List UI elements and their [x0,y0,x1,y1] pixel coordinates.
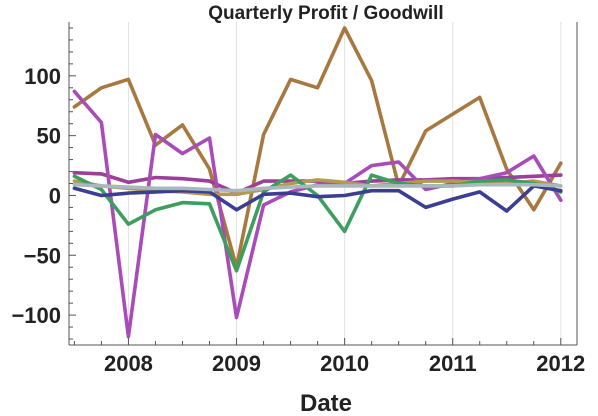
x-tick-label: 2008 [104,351,153,376]
axis-ticks: 2008 2009 2010 2011 2012 −100 −50 0 50 100 [11,27,585,376]
x-tick-label: 2010 [320,351,369,376]
x-tick-label: 2012 [536,351,585,376]
y-tick-label: −50 [24,243,61,268]
y-tick-label: 100 [24,64,61,89]
x-tick-label: 2011 [429,351,477,376]
chart-title: Quarterly Profit / Goodwill [208,3,443,24]
y-tick-label: −100 [11,303,61,328]
y-tick-label: 0 [49,183,61,208]
series-line-6 [72,184,563,213]
x-tick-label: 2009 [212,351,261,376]
y-tick-label: 50 [37,124,61,149]
x-axis-label: Date [300,390,352,416]
series-line-1 [72,26,563,270]
series-line-7 [72,182,563,193]
series-lines [72,26,563,339]
